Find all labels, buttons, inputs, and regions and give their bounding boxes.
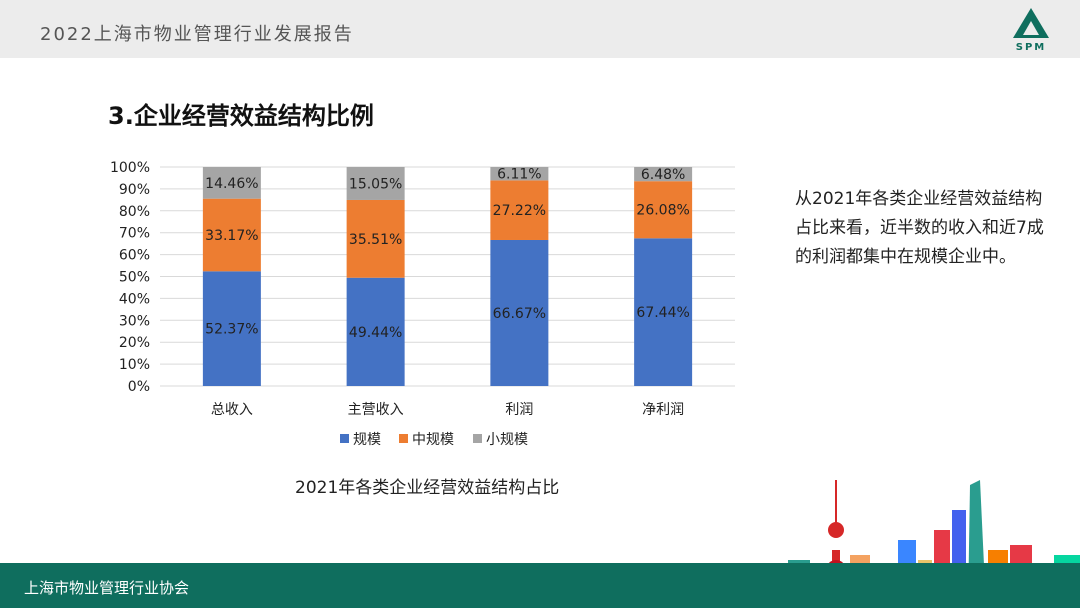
x-tick-label: 主营收入 bbox=[348, 402, 404, 418]
bar-规模 bbox=[490, 239, 549, 386]
data-label: 14.46% bbox=[205, 176, 258, 192]
y-tick-label: 80% bbox=[119, 204, 150, 220]
legend-swatch bbox=[340, 434, 349, 443]
data-label: 6.11% bbox=[497, 167, 541, 183]
legend-swatch bbox=[473, 434, 482, 443]
spm-logo: SPM bbox=[1003, 4, 1059, 56]
bar-规模 bbox=[634, 238, 693, 386]
y-tick-label: 70% bbox=[119, 226, 150, 242]
bar-小规模 bbox=[202, 167, 261, 199]
bar-中规模 bbox=[634, 181, 693, 239]
triangle-logo-icon bbox=[1013, 8, 1049, 38]
legend-label: 中规模 bbox=[412, 432, 454, 448]
bar-小规模 bbox=[634, 167, 693, 182]
header-bar: 2022上海市物业管理行业发展报告 SPM bbox=[0, 0, 1080, 58]
footer-bar: 上海市物业管理行业协会 bbox=[0, 563, 1080, 608]
y-tick-label: 40% bbox=[119, 291, 150, 307]
y-tick-label: 90% bbox=[119, 182, 150, 198]
y-tick-label: 30% bbox=[119, 313, 150, 329]
section-title: 3.企业经营效益结构比例 bbox=[108, 102, 374, 130]
y-tick-label: 0% bbox=[128, 379, 150, 395]
y-tick-label: 60% bbox=[119, 248, 150, 264]
footer-org: 上海市物业管理行业协会 bbox=[24, 579, 190, 597]
bar-规模 bbox=[346, 277, 405, 386]
chart-caption: 2021年各类企业经营效益结构占比 bbox=[295, 478, 560, 498]
y-tick-label: 100% bbox=[110, 160, 150, 176]
bar-中规模 bbox=[346, 199, 405, 278]
bar-小规模 bbox=[346, 167, 405, 200]
legend-label: 小规模 bbox=[486, 432, 528, 448]
data-label: 35.51% bbox=[349, 232, 402, 248]
data-label: 33.17% bbox=[205, 228, 258, 244]
bar-规模 bbox=[202, 271, 261, 386]
report-title: 2022上海市物业管理行业发展报告 bbox=[40, 24, 354, 45]
x-tick-label: 净利润 bbox=[642, 402, 684, 418]
x-tick-label: 利润 bbox=[505, 402, 533, 418]
data-label: 6.48% bbox=[641, 167, 685, 183]
y-tick-label: 50% bbox=[119, 270, 150, 286]
data-label: 27.22% bbox=[493, 203, 546, 219]
data-label: 49.44% bbox=[349, 325, 402, 341]
data-label: 26.08% bbox=[636, 203, 689, 219]
stacked-bar-chart: 0% 10% 20% 30% 40% 50% 60% 70% 80% 90% 100% 52.37% 3… bbox=[110, 160, 735, 448]
data-label: 66.67% bbox=[493, 306, 546, 322]
legend-label: 规模 bbox=[353, 432, 381, 448]
legend-swatch bbox=[399, 434, 408, 443]
x-tick-label: 总收入 bbox=[211, 402, 253, 418]
bar-小规模 bbox=[490, 167, 549, 181]
data-label: 67.44% bbox=[636, 305, 689, 321]
data-label: 52.37% bbox=[205, 322, 258, 338]
y-tick-label: 20% bbox=[119, 335, 150, 351]
data-label: 15.05% bbox=[349, 176, 402, 192]
logo-text: SPM bbox=[1015, 42, 1047, 53]
y-tick-label: 10% bbox=[119, 357, 150, 373]
summary-text: 从2021年各类企业经营效益结构占比来看，近半数的收入和近7成的利润都集中在规模… bbox=[795, 189, 1044, 267]
bar-中规模 bbox=[202, 198, 261, 272]
bar-中规模 bbox=[490, 180, 549, 240]
